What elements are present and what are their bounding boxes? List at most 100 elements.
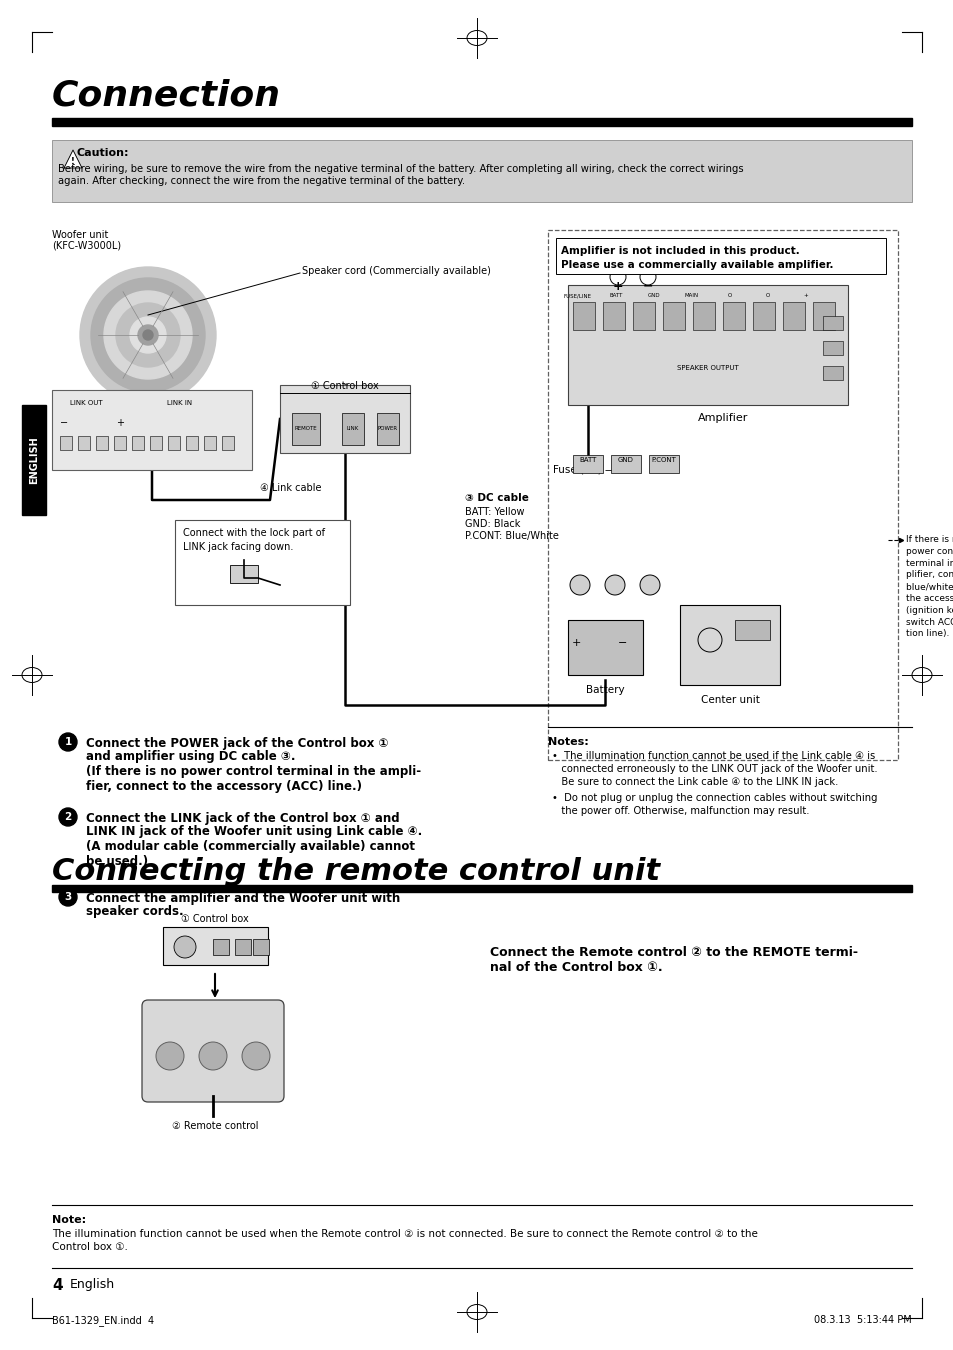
- Bar: [78, 436, 90, 450]
- Text: BATT: BATT: [578, 458, 596, 463]
- Bar: [567, 285, 847, 405]
- Bar: [280, 385, 410, 454]
- Bar: [662, 302, 684, 329]
- Text: SPEAKER OUTPUT: SPEAKER OUTPUT: [677, 364, 739, 371]
- Text: B61-1329_EN.indd  4: B61-1329_EN.indd 4: [52, 1315, 154, 1326]
- Text: Connect the amplifier and the Woofer unit with: Connect the amplifier and the Woofer uni…: [86, 892, 400, 904]
- Bar: [52, 117, 911, 126]
- Bar: [602, 302, 624, 329]
- Text: fier, connect to the accessory (ACC) line.): fier, connect to the accessory (ACC) lin…: [86, 780, 361, 792]
- Bar: [52, 390, 252, 470]
- Text: 3: 3: [64, 892, 71, 902]
- Text: The illumination function cannot be used when the Remote control ② is not connec: The illumination function cannot be used…: [52, 1228, 757, 1239]
- Circle shape: [59, 733, 77, 751]
- Bar: [610, 455, 640, 472]
- Text: be used.): be used.): [86, 855, 148, 868]
- Bar: [822, 316, 842, 329]
- Text: 08.3.13  5:13:44 PM: 08.3.13 5:13:44 PM: [814, 1315, 911, 1324]
- Text: +: +: [612, 279, 622, 293]
- Circle shape: [242, 1042, 270, 1071]
- Text: •  The illumination function cannot be used if the Link cable ④ is: • The illumination function cannot be us…: [552, 751, 874, 761]
- Polygon shape: [64, 150, 82, 167]
- Circle shape: [569, 575, 589, 595]
- Circle shape: [80, 267, 215, 404]
- Circle shape: [604, 575, 624, 595]
- Bar: [230, 566, 257, 583]
- Circle shape: [156, 1042, 184, 1071]
- Text: ① Control box: ① Control box: [311, 381, 378, 392]
- Text: GND: GND: [647, 293, 659, 298]
- Bar: [752, 302, 774, 329]
- Text: Notes:: Notes:: [547, 737, 588, 747]
- Bar: [163, 927, 268, 965]
- Text: Please use a commercially available amplifier.: Please use a commercially available ampl…: [560, 261, 833, 270]
- Text: Center unit: Center unit: [700, 695, 759, 705]
- Text: +: +: [116, 418, 124, 428]
- Text: ① Control box: ① Control box: [181, 914, 249, 923]
- Bar: [782, 302, 804, 329]
- Bar: [186, 436, 198, 450]
- Bar: [573, 455, 602, 472]
- Bar: [222, 436, 233, 450]
- Text: −: −: [60, 418, 68, 428]
- Text: Be sure to connect the Link cable ④ to the LINK IN jack.: Be sure to connect the Link cable ④ to t…: [552, 778, 838, 787]
- Text: +: +: [572, 639, 580, 648]
- Text: Note:: Note:: [52, 1215, 86, 1224]
- Text: LINK: LINK: [347, 427, 358, 432]
- Text: BATT: Yellow: BATT: Yellow: [464, 508, 524, 517]
- Circle shape: [639, 575, 659, 595]
- Text: LINK IN jack of the Woofer unit using Link cable ④.: LINK IN jack of the Woofer unit using Li…: [86, 825, 422, 838]
- Text: again. After checking, connect the wire from the negative terminal of the batter: again. After checking, connect the wire …: [58, 176, 465, 186]
- Bar: [633, 302, 655, 329]
- Text: MAIN: MAIN: [684, 293, 699, 298]
- Text: LINK OUT: LINK OUT: [70, 400, 103, 406]
- Text: the power off. Otherwise, malfunction may result.: the power off. Otherwise, malfunction ma…: [552, 806, 809, 815]
- Text: 1: 1: [64, 737, 71, 747]
- Text: P.CONT: P.CONT: [651, 458, 676, 463]
- Text: Connect the Remote control ② to the REMOTE termi-: Connect the Remote control ② to the REMO…: [490, 946, 857, 958]
- Text: Connection: Connection: [52, 78, 281, 112]
- Bar: [556, 238, 885, 274]
- Text: Connect the POWER jack of the Control box ①: Connect the POWER jack of the Control bo…: [86, 737, 388, 751]
- Circle shape: [91, 278, 205, 391]
- Text: O: O: [727, 293, 731, 298]
- Bar: [150, 436, 162, 450]
- Circle shape: [59, 809, 77, 826]
- Text: Amplifier is not included in this product.: Amplifier is not included in this produc…: [560, 246, 799, 256]
- Bar: [204, 436, 215, 450]
- Circle shape: [143, 329, 152, 340]
- Text: LINK jack facing down.: LINK jack facing down.: [183, 541, 294, 552]
- Text: Battery: Battery: [585, 684, 623, 695]
- Bar: [822, 342, 842, 355]
- Bar: [292, 413, 319, 446]
- Text: Amplifier: Amplifier: [697, 413, 747, 423]
- Text: ④ Link cable: ④ Link cable: [260, 483, 321, 493]
- Bar: [722, 302, 744, 329]
- Bar: [567, 620, 642, 675]
- Bar: [60, 436, 71, 450]
- Text: If there is no
power control
terminal in the am-
plifier, connect the
blue/white: If there is no power control terminal in…: [905, 535, 953, 639]
- Circle shape: [59, 888, 77, 906]
- Text: (KFC-W3000L): (KFC-W3000L): [52, 242, 121, 251]
- Bar: [96, 436, 108, 450]
- Text: Fuse (2A) —: Fuse (2A) —: [553, 464, 615, 475]
- Text: •  Do not plug or unplug the connection cables without switching: • Do not plug or unplug the connection c…: [552, 792, 877, 803]
- Text: (If there is no power control terminal in the ampli-: (If there is no power control terminal i…: [86, 765, 420, 778]
- Text: 4: 4: [52, 1278, 63, 1293]
- Bar: [573, 302, 595, 329]
- Text: Caution:: Caution:: [77, 148, 130, 158]
- Text: −: −: [618, 639, 627, 648]
- Text: P.CONT: Blue/White: P.CONT: Blue/White: [464, 531, 558, 541]
- Text: speaker cords.: speaker cords.: [86, 904, 183, 918]
- Bar: [822, 366, 842, 379]
- Circle shape: [116, 302, 180, 367]
- Text: connected erroneously to the LINK OUT jack of the Woofer unit.: connected erroneously to the LINK OUT ja…: [552, 764, 877, 774]
- Text: ③ DC cable: ③ DC cable: [464, 493, 528, 504]
- Bar: [168, 436, 180, 450]
- Bar: [132, 436, 144, 450]
- Text: REMOTE: REMOTE: [294, 427, 317, 432]
- Bar: [52, 140, 911, 202]
- Bar: [812, 302, 834, 329]
- Bar: [734, 620, 769, 640]
- Text: FUSE/LINE: FUSE/LINE: [563, 293, 592, 298]
